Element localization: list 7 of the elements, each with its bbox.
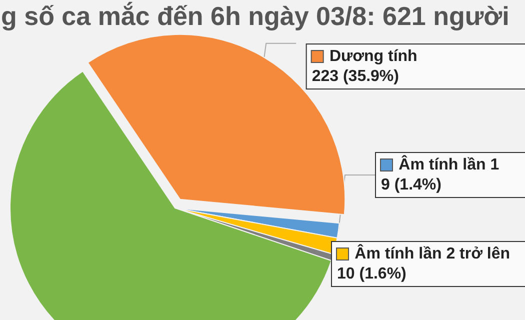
legend-label: Dương tính (329, 48, 418, 66)
data-label: 223 (35.9%) (312, 68, 399, 86)
legend-label: Âm tính lần 2 trở lên (354, 244, 510, 262)
legend-label: Âm tính lần 1 (398, 154, 500, 174)
data-label: 10 (1.6%) (337, 266, 406, 282)
chart-title: g số ca mắc đến 6h ngày 03/8: 621 người (1, 1, 510, 31)
data-label: 9 (1.4%) (381, 176, 442, 194)
